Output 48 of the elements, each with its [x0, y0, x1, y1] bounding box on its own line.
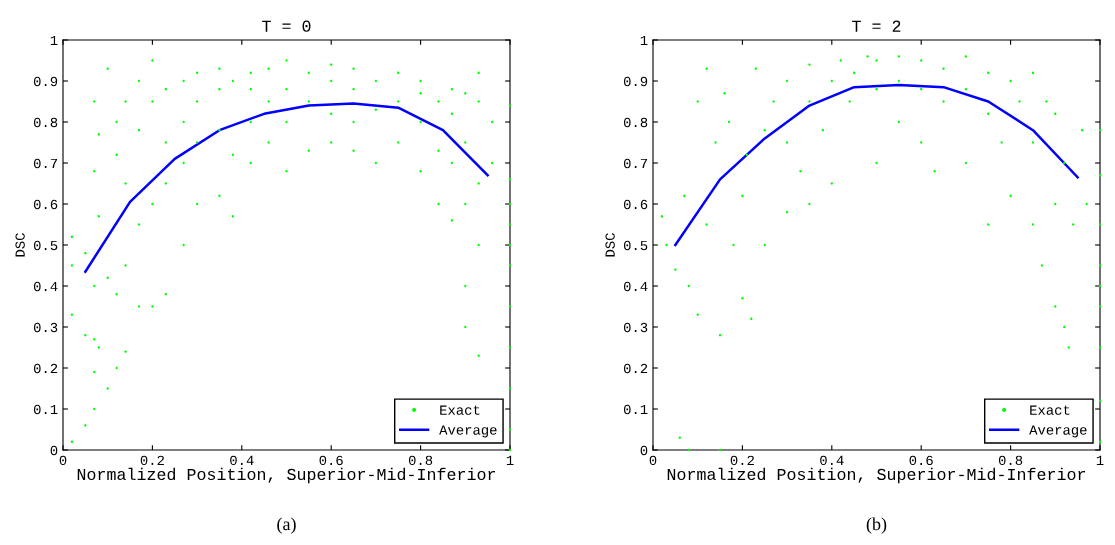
chart-title: T = 2 — [852, 20, 901, 32]
y-tick-label: 0.3 — [623, 322, 648, 333]
legend-label: Average — [439, 425, 497, 438]
legend-label: Exact — [1030, 405, 1070, 415]
x-axis-title: Normalized Position, Superior-Mid-Inferior — [667, 467, 1086, 484]
y-tick-label: 0.2 — [623, 363, 648, 374]
line-series — [84, 102, 489, 273]
text: (a) — [277, 517, 296, 534]
x-tick-label: 0.6 — [909, 455, 933, 466]
text: (b) — [866, 517, 887, 534]
y-tick-label: 0 — [50, 445, 58, 456]
y-tick-label: 1 — [50, 35, 58, 46]
x-tick-label: 1 — [506, 455, 514, 465]
x-tick-label: 0 — [59, 455, 67, 466]
x-tick-label: 0.2 — [140, 455, 164, 466]
y-tick-label: 0.2 — [33, 363, 58, 374]
y-tick-label: 0.9 — [623, 76, 648, 87]
y-tick-label: 0.4 — [623, 281, 648, 292]
legend-label: Exact — [440, 405, 480, 415]
chart-title: T = 0 — [262, 20, 311, 32]
y-tick-label: 0.5 — [33, 240, 58, 251]
x-tick-label: 1 — [1096, 455, 1104, 465]
x-tick-label: 0.6 — [319, 455, 343, 466]
y-tick-label: 1 — [640, 35, 648, 46]
y-tick-label: 0.9 — [33, 76, 58, 87]
y-tick-label: 0.1 — [623, 404, 648, 415]
y-tick-label: 0.7 — [33, 158, 58, 169]
line-series — [674, 83, 1079, 247]
y-tick-label: 0.3 — [33, 322, 58, 333]
legend-label: Average — [1029, 425, 1087, 438]
y-tick-label: 0.5 — [623, 240, 648, 251]
y-tick-label: 0.8 — [33, 117, 58, 128]
x-tick-label: 0.4 — [820, 455, 844, 466]
x-tick-label: 0.8 — [998, 455, 1023, 466]
x-tick-label: 0.8 — [408, 455, 433, 466]
y-tick-label: 0.6 — [623, 199, 648, 210]
x-axis-title: Normalized Position, Superior-Mid-Inferior — [77, 467, 496, 484]
y-axis-title: DSC — [15, 233, 25, 257]
x-tick-label: 0.4 — [230, 455, 254, 466]
y-axis-title: DSC — [605, 233, 615, 257]
x-tick-label: 0.2 — [730, 455, 754, 466]
y-tick-label: 0.8 — [623, 117, 648, 128]
y-tick-label: 0.4 — [33, 281, 58, 292]
y-tick-label: 0 — [640, 445, 648, 456]
x-tick-label: 0 — [649, 455, 657, 466]
y-tick-label: 0.7 — [623, 158, 648, 169]
y-tick-label: 0.6 — [33, 199, 58, 210]
y-tick-label: 0.1 — [33, 404, 58, 415]
